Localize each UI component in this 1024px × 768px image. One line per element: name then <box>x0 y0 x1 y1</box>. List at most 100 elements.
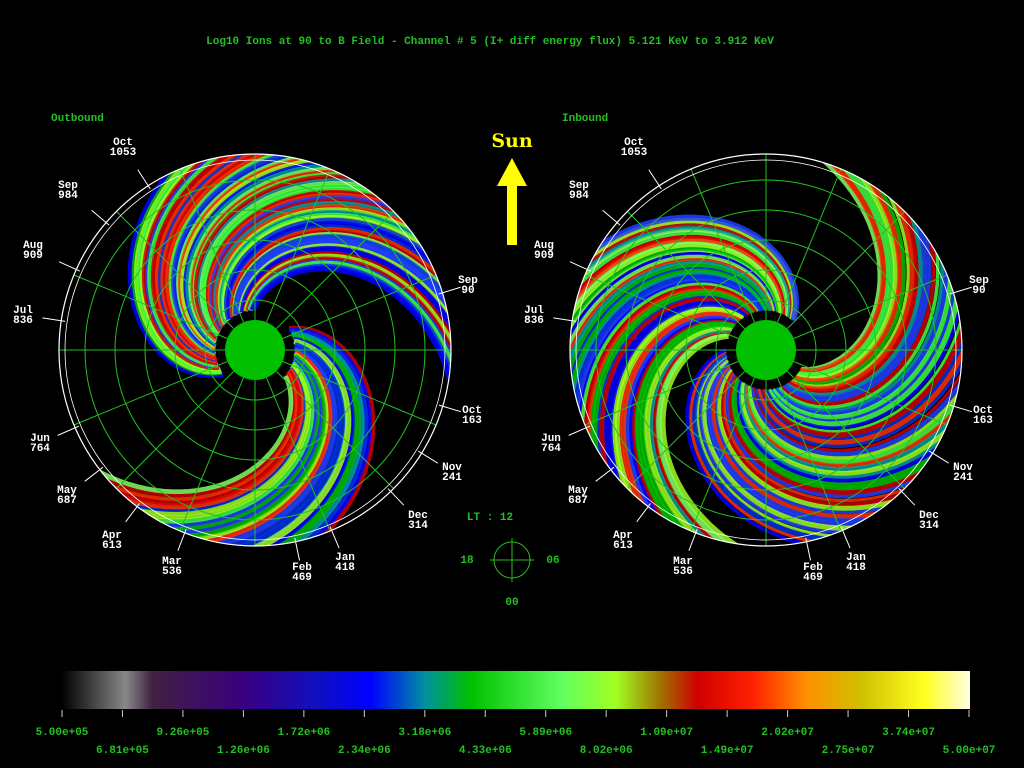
swirl-strand <box>215 204 414 326</box>
lt-bottom: 00 <box>505 597 518 609</box>
orbit-tick <box>595 466 615 482</box>
orbit-number: 909 <box>534 250 554 262</box>
orbit-number: 909 <box>23 250 43 262</box>
swirl-strand <box>645 326 733 541</box>
swirl-image <box>570 155 962 546</box>
swirl-strand <box>753 355 962 449</box>
swirl-strand <box>658 332 734 546</box>
orbit-tick <box>91 209 110 226</box>
swirl-strand <box>730 376 933 491</box>
orbit-number: 613 <box>613 540 633 552</box>
swirl-strand <box>571 272 767 407</box>
swirl-strand <box>620 310 742 511</box>
orbit-tick <box>417 450 439 464</box>
orbit-month: May <box>57 485 77 497</box>
swirl-strand <box>198 349 333 545</box>
swirl-strand <box>164 357 320 531</box>
swirl-strand <box>738 381 952 477</box>
colorbar-label: 4.33e+06 <box>459 745 512 757</box>
orbit-number: 241 <box>442 472 462 484</box>
orbit-month: Feb <box>292 562 312 574</box>
orbit-month: Dec <box>408 510 428 522</box>
swirl-strand <box>749 376 962 457</box>
grid-radial <box>777 377 842 532</box>
swirl-strand <box>636 320 736 532</box>
colorbar-label: 1.72e+06 <box>277 727 330 739</box>
orbit-number: 687 <box>57 495 77 507</box>
grid-radial <box>179 168 244 323</box>
orbit-month: Aug <box>534 240 554 252</box>
orbit-number: 469 <box>292 572 312 584</box>
orbit-tick <box>949 404 973 413</box>
swirl-strand <box>229 226 443 318</box>
swirl-strand <box>781 226 932 403</box>
orbit-number: 163 <box>973 415 993 427</box>
swirl-strand <box>768 283 957 423</box>
colorbar-label: 3.18e+06 <box>398 727 451 739</box>
colorbar-label: 6.81e+05 <box>96 745 149 757</box>
grid-radial <box>282 361 437 426</box>
orbit-tick <box>137 169 151 190</box>
orbit-month: Oct <box>113 137 133 149</box>
swirl-strand <box>788 195 916 392</box>
swirl-strand <box>239 245 451 329</box>
swirl-strand <box>745 385 962 465</box>
swirl-strand <box>722 371 913 503</box>
swirl-strand <box>590 214 800 322</box>
orbit-tick <box>688 529 698 551</box>
swirl-strand <box>280 333 361 546</box>
swirl-strand <box>743 384 959 469</box>
orbit-number: 241 <box>953 472 973 484</box>
outer-ring <box>575 159 957 541</box>
lt-label: LT : 12 <box>467 512 513 524</box>
orbit-number: 836 <box>524 315 544 327</box>
swirl-strand <box>777 244 940 410</box>
orbit-number: 90 <box>461 285 474 297</box>
swirl-strand <box>185 163 332 346</box>
orbit-tick <box>949 286 972 295</box>
lt-right: 06 <box>546 555 559 567</box>
grid-radial <box>179 377 244 532</box>
swirl-strand <box>719 369 906 507</box>
orbit-month: Apr <box>613 530 633 542</box>
grid-radial <box>73 361 228 426</box>
sun-arrow <box>497 158 527 245</box>
swirl-strand <box>765 292 961 428</box>
swirl-strand <box>592 290 755 457</box>
grid-radial <box>690 168 755 323</box>
orbit-number: 418 <box>335 562 355 574</box>
orbit-month: Nov <box>953 462 973 474</box>
swirl-strand <box>181 353 327 539</box>
orbit-number: 90 <box>972 285 985 297</box>
orbit-tick <box>898 488 916 506</box>
swirl-strand <box>132 365 309 516</box>
swirl-strand <box>105 372 298 501</box>
colorbar-label: 5.00e+05 <box>36 727 89 739</box>
orbit-number: 314 <box>919 520 939 532</box>
swirl-strand <box>779 235 936 407</box>
swirl-strand <box>203 186 383 334</box>
swirl-strand <box>194 174 359 340</box>
swirl-strand <box>226 221 438 320</box>
grid-radial <box>793 361 948 426</box>
swirl-strand <box>798 162 890 376</box>
orbit-month: Jun <box>541 433 561 445</box>
orbit-number: 613 <box>102 540 122 552</box>
swirl-strand <box>579 280 761 429</box>
swirl-strand <box>188 166 339 344</box>
orbit-month: Oct <box>462 405 482 417</box>
lt-left: 18 <box>460 555 474 567</box>
sun-label: Sun <box>491 130 533 152</box>
grid-radial <box>793 274 948 339</box>
orbit-month: Jul <box>524 305 544 317</box>
orbit-number: 764 <box>541 443 561 455</box>
swirl-strand <box>140 363 312 520</box>
planet <box>225 320 285 380</box>
swirl-strand <box>598 294 752 471</box>
panel-label: Outbound <box>51 113 104 125</box>
orbit-number: 984 <box>58 190 78 202</box>
swirl-strand <box>93 374 294 495</box>
orbit-tick <box>438 286 461 295</box>
grid-radial <box>266 377 331 532</box>
